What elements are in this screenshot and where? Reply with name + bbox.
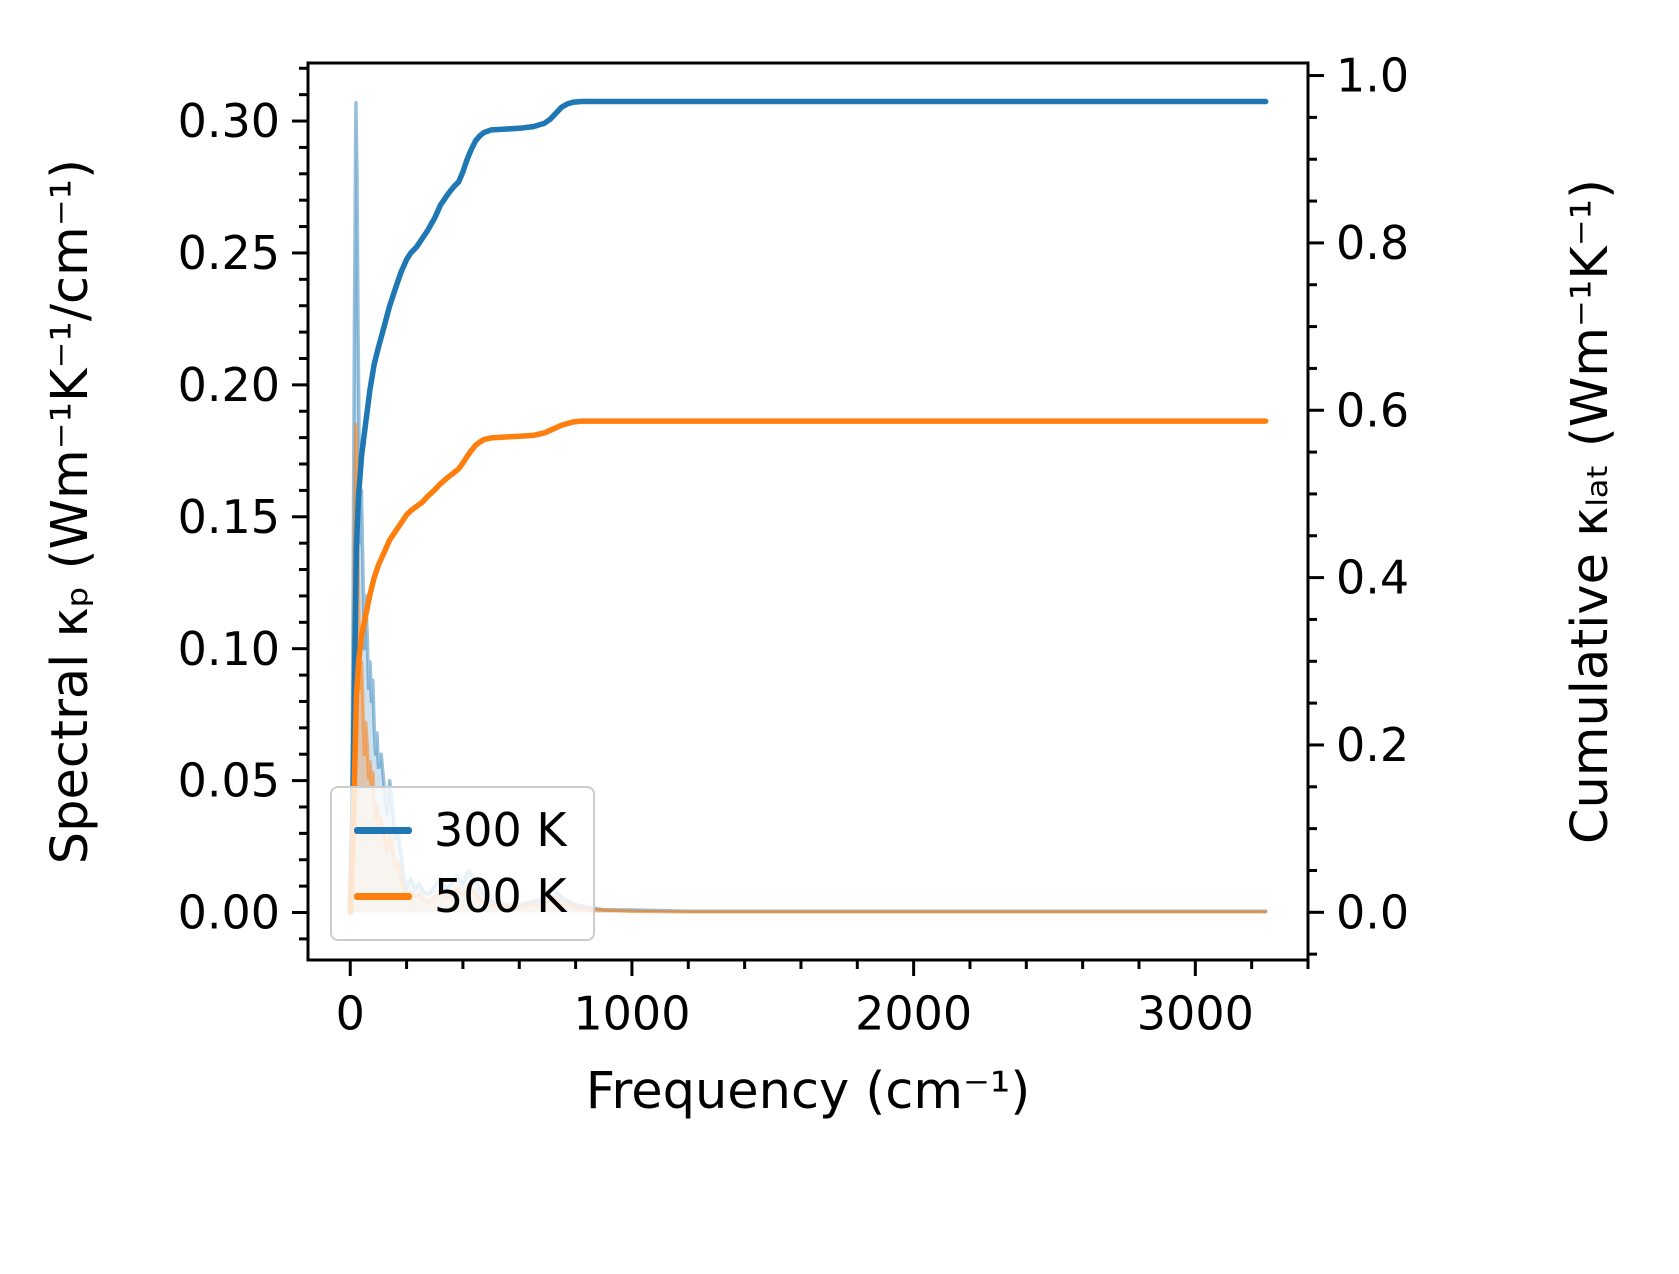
svg-text:1.0: 1.0 xyxy=(1336,49,1409,103)
svg-text:1000: 1000 xyxy=(573,987,690,1041)
svg-text:0.10: 0.10 xyxy=(178,622,280,676)
svg-text:0.15: 0.15 xyxy=(178,490,280,544)
svg-text:0.8: 0.8 xyxy=(1336,216,1409,270)
svg-text:0.25: 0.25 xyxy=(178,226,280,280)
svg-text:0.20: 0.20 xyxy=(178,358,280,412)
legend-line-swatch-500k xyxy=(354,892,412,900)
svg-text:0.4: 0.4 xyxy=(1336,551,1409,605)
svg-text:0.00: 0.00 xyxy=(178,886,280,940)
svg-text:0: 0 xyxy=(336,987,365,1041)
legend-label-500k: 500 K xyxy=(434,869,567,924)
x-axis-label: Frequency (cm⁻¹) xyxy=(585,1062,1031,1121)
svg-text:0.2: 0.2 xyxy=(1336,718,1409,772)
svg-text:0.30: 0.30 xyxy=(178,94,280,148)
legend-line-swatch-300k xyxy=(354,826,412,834)
legend: 300 K 500 K xyxy=(330,786,595,941)
svg-text:0.0: 0.0 xyxy=(1336,885,1409,939)
legend-entry-500k: 500 K xyxy=(354,869,567,924)
legend-label-300k: 300 K xyxy=(434,803,567,857)
svg-text:2000: 2000 xyxy=(855,987,972,1041)
svg-text:3000: 3000 xyxy=(1137,987,1254,1041)
svg-text:0.05: 0.05 xyxy=(178,754,280,808)
svg-text:0.6: 0.6 xyxy=(1336,383,1409,437)
legend-entry-300k: 300 K xyxy=(354,806,567,854)
